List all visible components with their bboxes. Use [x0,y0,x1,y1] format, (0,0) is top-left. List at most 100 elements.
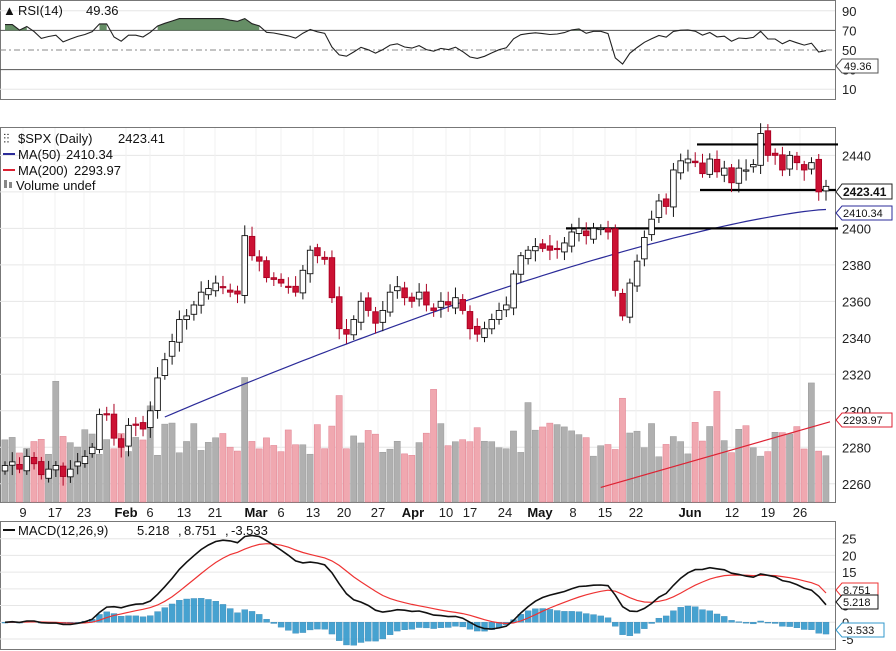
macd-hist-bar [306,622,314,631]
candle-body [662,198,670,207]
macd-hist-bar [263,619,270,623]
macd-hist-bar [285,622,292,631]
volume-bar [154,454,161,503]
macd-hist-bar [481,622,488,632]
rsi-icon: ▲ [3,3,16,18]
x-tick-label: 6 [277,505,284,520]
x-tick-label: 17 [463,505,477,520]
volume-bar [23,448,31,503]
candle-body [510,273,517,309]
candle-body [343,329,350,335]
macd-hist-bar [771,622,779,624]
macd-hist-bar [328,622,336,635]
candle-body [437,300,445,308]
candle-body [88,446,96,455]
volume-bar [604,444,612,503]
candle-body [495,309,503,320]
candle-body [147,410,154,428]
macd-hist-bar [336,622,343,641]
volume-bar [655,456,663,503]
price-panel: 2440242024002380236023402320230022802260… [0,123,871,503]
macd-hist-bar [655,617,663,623]
candle-body [59,465,67,477]
macd-hist-bar [444,622,452,628]
macd-line [4,534,827,630]
candle-body [568,231,575,247]
candle-body [604,227,612,233]
volume-bar [190,423,198,503]
candle-body [103,413,110,416]
macd-legend: MACD(12,26,9) 5.218 , 8.751 , -3.533 [3,523,268,538]
rsi-line [5,17,827,65]
candle-body [314,247,321,257]
volume-bar [30,441,38,503]
candle-body [575,227,583,234]
volume-bar [350,435,357,503]
volume-bar [328,425,336,503]
volume-bar [96,454,103,503]
volume-bar [749,447,757,503]
price-flag: 2423.41 [835,183,893,200]
macd-hist-bar [633,622,641,634]
volume-bar [422,432,430,503]
volume-bar [531,429,539,503]
x-tick-label: 21 [208,505,222,520]
volume-bar [299,444,307,503]
volume-bar [648,423,655,503]
macd-hist-bar [176,600,183,623]
macd-hist-bar [132,615,139,623]
candle-body [168,341,176,357]
rsi-legend: ▲ RSI(14) 49.36 [3,3,119,18]
macd-hist-bar [597,615,604,623]
candle-body [9,461,16,466]
candle-body [619,292,626,317]
volume-bar [808,382,815,503]
svg-text:5.218: 5.218 [843,597,871,609]
macd-hist-bar [539,608,546,623]
volume-bar [510,430,517,503]
x-tick-label: 10 [439,505,453,520]
volume-bar [800,448,808,503]
macd-hist-bar [219,604,227,623]
macd-hist-bar [343,622,350,646]
candle-body [779,154,786,171]
candle-body [96,413,103,451]
macd-hist-bar [365,622,372,642]
candle-body [23,455,31,472]
ma50-flag: 2410.34 [835,205,893,221]
candle-body [750,164,757,168]
ma200-flag: 2293.97 [835,412,893,428]
candle-body [612,228,619,291]
price-tick-label: 2360 [842,294,871,309]
candle-body [655,200,663,218]
macd-hist-bar [757,620,764,623]
candle-body [161,359,169,376]
candle-body [742,169,750,172]
candle-body [561,242,568,253]
volume-bar [335,395,343,503]
candle-body [132,423,140,426]
macd-hist-bar [575,611,583,623]
candle-body [52,465,60,471]
macd-hist-bar [190,598,198,623]
volume-label: Volume undef [16,178,96,193]
volume-bar [553,424,561,503]
volume-bar [590,455,597,503]
price-last: 2423.41 [118,131,165,146]
candle-body [45,468,52,479]
candle-body [582,230,590,237]
candle-body [771,152,779,156]
candle-icon: ⫶⫶ [3,131,10,146]
svg-text:-3.533: -3.533 [843,625,874,637]
x-tick-label: 6 [146,505,153,520]
candle-body [1,465,9,472]
volume-bar [771,432,779,503]
x-tick-label: 15 [598,505,612,520]
macd-hist-bar [248,611,256,623]
x-axis: 9 17 23 Feb 6 13 21 Mar 6 13 20 27 Apr 10 17 24 May 8 15 22… [19,505,807,520]
macd-hist-bar [764,622,772,624]
volume-bar [125,451,132,503]
candle-body [299,269,307,294]
volume-bar [517,452,525,503]
candle-body [38,461,45,476]
